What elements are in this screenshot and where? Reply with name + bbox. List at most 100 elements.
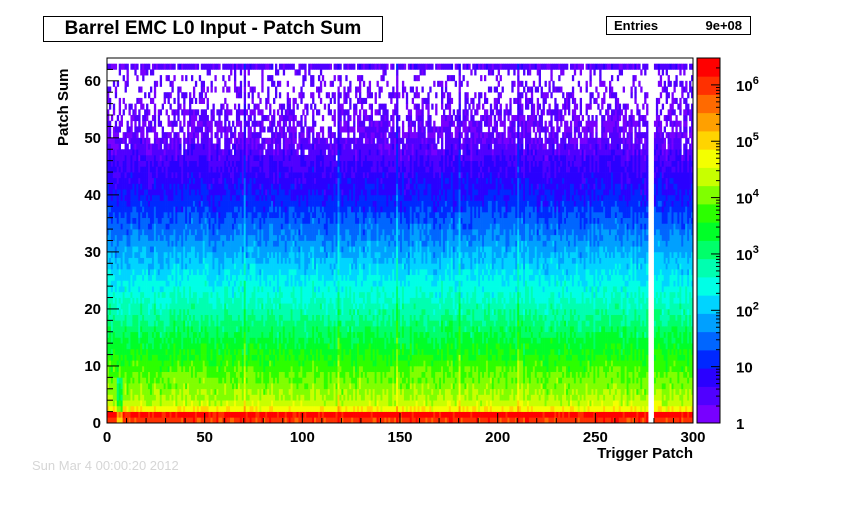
heatmap-cell [202,417,206,424]
heatmap-cell [235,297,239,304]
heatmap-cell [204,194,207,201]
heatmap-cell [233,69,237,76]
heatmap-cell [273,365,276,373]
heatmap-cell [202,206,206,213]
heatmap-cell [144,280,147,287]
heatmap-cell [122,274,125,281]
heatmap-cell [167,286,170,293]
heatmap-cell [175,308,178,315]
heatmap-cell [212,269,215,276]
heatmap-cell [126,200,129,207]
heatmap-cell [112,297,116,304]
heatmap-cell [112,405,116,412]
heatmap-cell [239,257,243,264]
heatmap-cell [271,326,274,333]
heatmap-cell [239,365,243,373]
heatmap-cell [116,160,120,167]
heatmap-cell [116,280,120,287]
heatmap-cell [235,377,239,384]
heatmap-cell [189,388,192,395]
heatmap-cell [142,297,145,304]
heatmap-cell [206,326,209,333]
heatmap-cell [122,331,125,338]
heatmap-cell [235,280,239,287]
heatmap-cell [161,200,164,207]
heatmap-cell [114,286,118,293]
heatmap-cell [239,166,243,173]
heatmap-cell [241,400,245,407]
heatmap-cell [192,154,196,161]
heatmap-cell [230,154,233,161]
heatmap-cell [118,160,122,167]
heatmap-cell [122,303,125,310]
heatmap-cell [122,377,125,384]
heatmap-cell [265,326,268,333]
heatmap-cell [251,394,254,401]
heatmap-cell [261,166,264,173]
heatmap-cell [163,154,166,161]
heatmap-cell [177,86,180,93]
heatmap-cell [189,400,192,407]
heatmap-cell [108,194,112,201]
heatmap-cell [261,211,264,219]
heatmap-cell [232,240,235,247]
heatmap-cell [122,97,125,104]
heatmap-cell [190,189,194,196]
heatmap-cell [144,206,147,213]
heatmap-cell [278,103,282,110]
heatmap-cell [255,303,258,310]
heatmap-cell [273,331,276,338]
heatmap-cell [183,92,186,99]
heatmap-cell [274,154,278,161]
heatmap-cell [169,405,172,412]
heatmap-cell [118,109,122,116]
heatmap-cell [153,269,157,276]
heatmap-cell [255,177,258,184]
heatmap-cell [132,63,135,70]
heatmap-cell [144,360,147,367]
heatmap-cell [177,371,180,378]
heatmap-cell [185,377,188,384]
heatmap-cell [243,177,247,184]
heatmap-cell [214,371,217,378]
heatmap-cell [214,417,217,424]
heatmap-cell [212,394,215,401]
heatmap-cell [155,217,159,224]
heatmap-cell [122,149,125,156]
heatmap-cell [274,246,278,253]
heatmap-cell [212,320,215,327]
heatmap-cell [232,211,235,219]
heatmap-cell [251,297,254,304]
heatmap-cell [177,308,180,315]
heatmap-cell [253,206,256,213]
heatmap-cell [185,160,188,167]
heatmap-cell [185,337,188,344]
heatmap-cell [206,177,209,184]
heatmap-cell [239,308,243,315]
heatmap-cell [212,354,215,361]
heatmap-cell [210,280,213,287]
heatmap-cell [177,411,180,418]
heatmap-cell [241,269,245,276]
heatmap-cell [278,291,282,298]
heatmap-cell [196,388,200,395]
heatmap-cell [245,217,248,224]
heatmap-cell [216,206,219,213]
heatmap-cell [263,394,266,401]
heatmap-cell [140,206,143,213]
heatmap-cell [116,80,120,87]
heatmap-cell [204,149,207,156]
heatmap-cell [134,269,137,276]
heatmap-cell [208,240,211,247]
heatmap-cell [204,383,207,390]
heatmap-cell [245,331,248,338]
heatmap-cell [251,337,254,344]
heatmap-cell [226,269,229,276]
heatmap-cell [159,326,163,333]
heatmap-cell [206,365,209,373]
heatmap-cell [259,166,262,173]
heatmap-cell [204,388,207,395]
heatmap-cell [249,234,252,241]
heatmap-cell [120,211,123,219]
heatmap-cell [189,132,192,139]
